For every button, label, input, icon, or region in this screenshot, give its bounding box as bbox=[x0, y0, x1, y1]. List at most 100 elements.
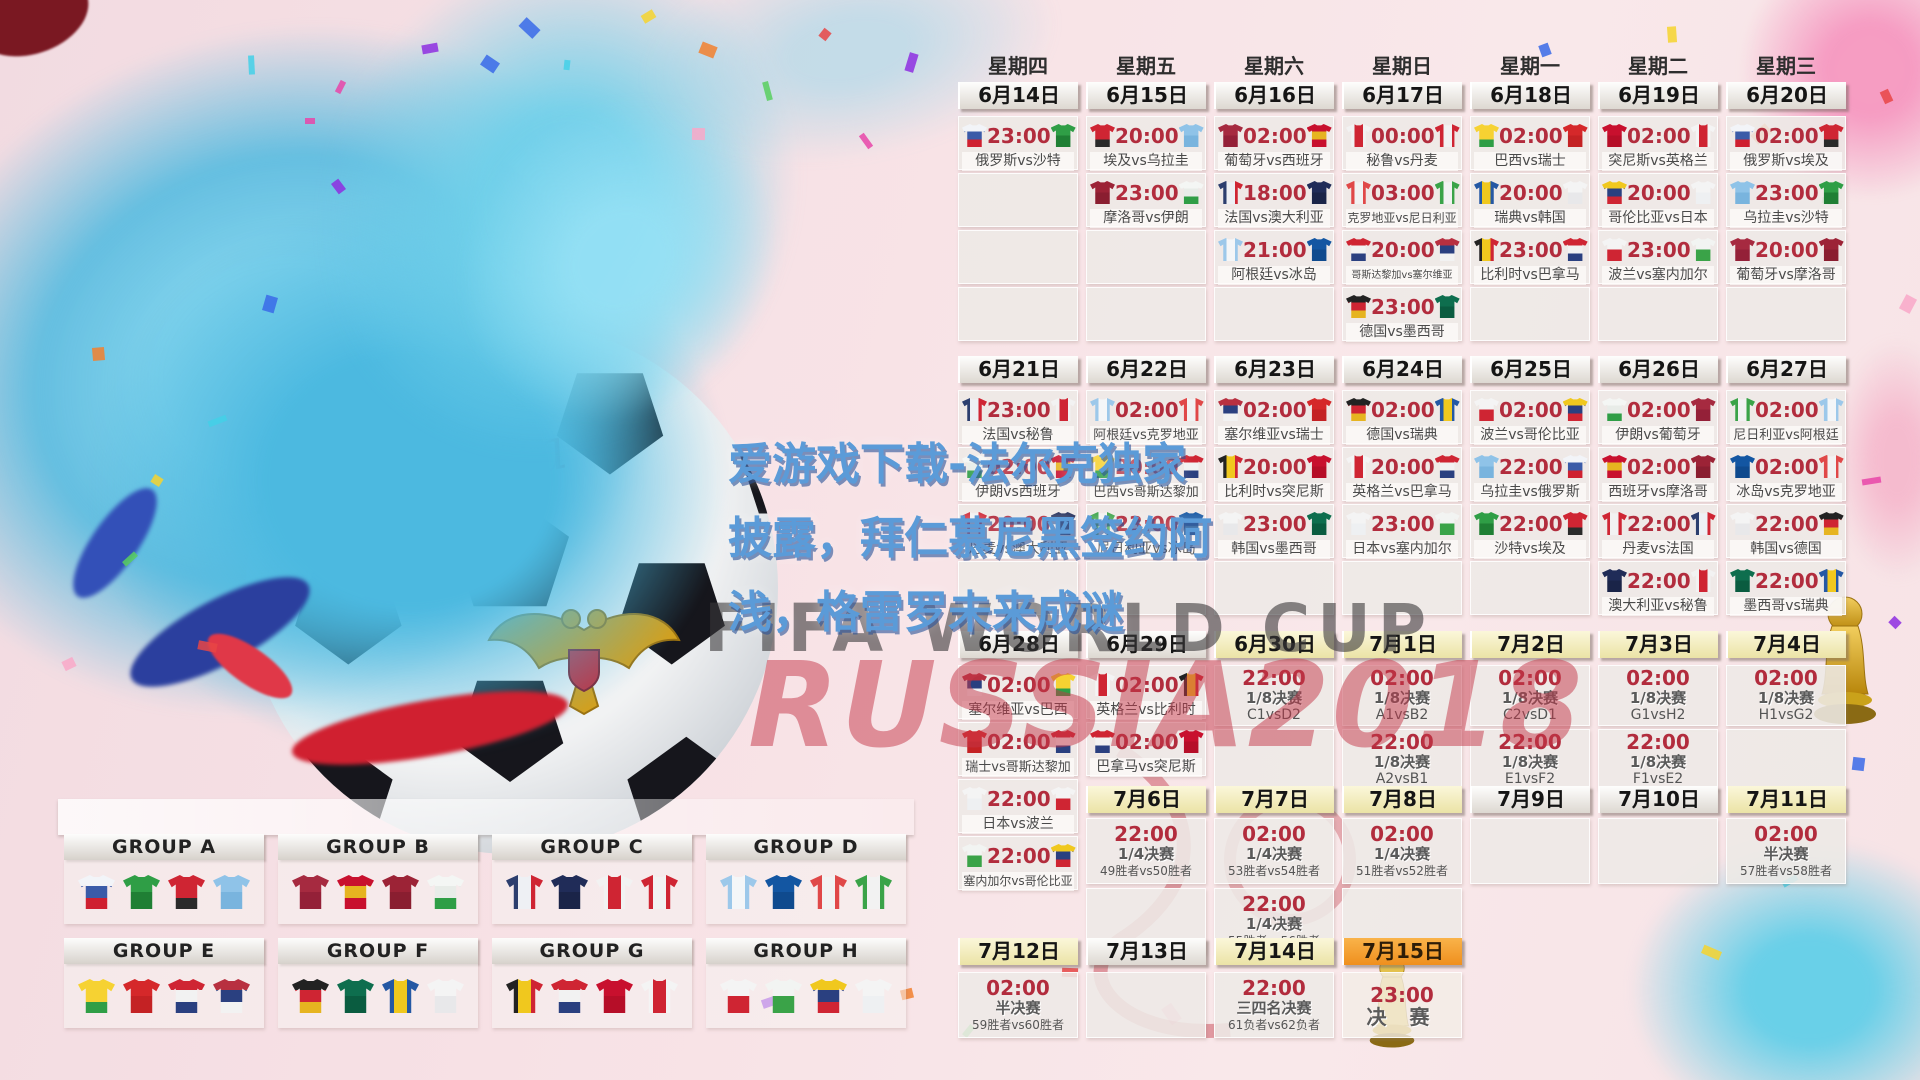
match-cell: 23:00 比利时vs巴拿马 bbox=[1470, 230, 1590, 285]
jersey-icon bbox=[1050, 787, 1076, 810]
round-label: 半决赛 bbox=[995, 998, 1041, 1017]
match-time: 20:00 bbox=[1115, 454, 1179, 479]
round-label: 1/4决赛 bbox=[1245, 844, 1303, 863]
empty-cell bbox=[1470, 287, 1590, 341]
watermark-line: 爱游戏下载-法尔克独家 bbox=[728, 439, 1187, 490]
match-cell: 21:00 阿根廷vs冰岛 bbox=[1214, 230, 1334, 285]
pair-label: 53胜者vs54胜者 bbox=[1228, 863, 1320, 878]
match-time: 20:00 bbox=[987, 511, 1051, 536]
match-time: 22:00 bbox=[1755, 511, 1819, 536]
groups-shelf-bar bbox=[58, 799, 914, 835]
group-box: GROUP B bbox=[278, 834, 478, 924]
group-label: GROUP D bbox=[706, 834, 906, 860]
jersey-icon bbox=[1346, 398, 1371, 421]
watermark-line: 披露，拜仁慕尼黑签约阿 bbox=[728, 513, 1212, 564]
match-teams: 法国vs澳大利亚 bbox=[1218, 209, 1330, 228]
date-header: 7月12日 bbox=[958, 938, 1078, 965]
group-box: GROUP E bbox=[64, 938, 264, 1028]
match-time: 20:00 bbox=[1499, 180, 1563, 205]
match-time: 02:00 bbox=[1498, 666, 1562, 690]
match-time: 22:00 bbox=[987, 786, 1051, 811]
group-label: GROUP H bbox=[706, 938, 906, 964]
pair-label: A1vsB2 bbox=[1375, 707, 1429, 723]
match-time: 22:00 bbox=[1627, 568, 1691, 593]
pair-label: 59胜者vs60胜者 bbox=[972, 1017, 1064, 1032]
jersey-icon bbox=[1050, 730, 1076, 753]
jersey-icon bbox=[1474, 181, 1499, 204]
jersey-icon bbox=[1218, 238, 1243, 261]
pair-label: A2vsB1 bbox=[1375, 771, 1429, 787]
match-cell: 20:00 丹麦vs澳大利亚 bbox=[958, 504, 1078, 559]
round-label: 1/4决赛 bbox=[1373, 844, 1431, 863]
match-teams: 巴西vs哥斯达黎加 bbox=[1090, 483, 1202, 502]
empty-cell bbox=[958, 173, 1078, 227]
jersey-icon bbox=[1178, 398, 1204, 421]
match-cell: 02:00 西班牙vs摩洛哥 bbox=[1598, 447, 1718, 502]
jersey-icon bbox=[1050, 398, 1076, 421]
match-cell: 22:00 韩国vs德国 bbox=[1726, 504, 1846, 559]
group-jerseys bbox=[706, 860, 906, 924]
date-header: 6月17日 bbox=[1342, 82, 1462, 109]
match-teams: 墨西哥vs瑞典 bbox=[1730, 597, 1842, 616]
match-cell: 20:00 埃及vs乌拉圭 bbox=[1086, 116, 1206, 171]
match-time: 02:00 bbox=[1627, 397, 1691, 422]
match-cell-top: 02:00 bbox=[959, 723, 1077, 757]
site-watermark: 爱游戏下载-法尔克独家 披露，拜仁慕尼黑签约阿 浅，格雷罗未来成谜 bbox=[728, 428, 1212, 650]
match-teams: 乌拉圭vs沙特 bbox=[1730, 209, 1842, 228]
jersey-icon bbox=[1346, 124, 1371, 147]
match-teams: 巴拿马vs突尼斯 bbox=[1090, 758, 1202, 777]
final-cell: 23:00 决 赛 bbox=[1342, 972, 1462, 1038]
match-teams: 塞尔维亚vs瑞士 bbox=[1218, 426, 1330, 445]
match-cell: 02:00 葡萄牙vs西班牙 bbox=[1214, 116, 1334, 171]
match-time: 02:00 bbox=[1754, 666, 1818, 690]
match-time: 18:00 bbox=[1243, 180, 1307, 205]
jersey-icon bbox=[1090, 398, 1115, 421]
match-teams: 哥斯达黎加vs塞尔维亚 bbox=[1346, 266, 1458, 285]
jersey-icon bbox=[1474, 238, 1499, 261]
match-cell: 22:00 澳大利亚vs秘鲁 bbox=[1598, 561, 1718, 616]
jersey-icon bbox=[1306, 124, 1332, 147]
date-header: 6月16日 bbox=[1214, 82, 1334, 109]
empty-cell bbox=[1214, 729, 1334, 790]
match-cell-top: 20:00 bbox=[1727, 231, 1845, 265]
jersey-icon bbox=[337, 979, 374, 1013]
date-header: 7月1日 bbox=[1342, 631, 1462, 658]
match-cell-top: 23:00 bbox=[1343, 288, 1461, 322]
match-cell: 02:00 巴西vs瑞士 bbox=[1470, 116, 1590, 171]
jersey-icon bbox=[1690, 455, 1716, 478]
jersey-icon bbox=[1178, 124, 1204, 147]
jersey-icon bbox=[1474, 398, 1499, 421]
jersey-icon bbox=[1602, 569, 1627, 592]
match-time: 02:00 bbox=[1755, 454, 1819, 479]
match-teams: 克罗地亚vs尼日利亚 bbox=[1346, 209, 1458, 228]
date-header: 7月11日 bbox=[1726, 786, 1846, 813]
empty-cell bbox=[1086, 972, 1206, 1038]
match-cell-top: 22:00 bbox=[1471, 505, 1589, 539]
jersey-icon bbox=[962, 124, 987, 147]
jersey-icon bbox=[1730, 455, 1755, 478]
match-cell: 20:00 瑞典vs韩国 bbox=[1470, 173, 1590, 228]
jersey-icon bbox=[1050, 512, 1076, 535]
group-label: GROUP F bbox=[278, 938, 478, 964]
match-cell: 23:00 法国vs秘鲁 bbox=[958, 390, 1078, 445]
match-cell-top: 18:00 bbox=[1215, 174, 1333, 208]
match-time: 20:00 bbox=[1371, 454, 1435, 479]
jersey-icon bbox=[1178, 181, 1204, 204]
match-time: 23:00 bbox=[1627, 237, 1691, 262]
match-cell: 23:00 日本vs塞内加尔 bbox=[1342, 504, 1462, 559]
match-cell: 02:00 德国vs瑞典 bbox=[1342, 390, 1462, 445]
empty-cell bbox=[1726, 287, 1846, 341]
round-label: 1/8决赛 bbox=[1501, 753, 1559, 771]
jersey-icon bbox=[1602, 512, 1627, 535]
match-cell-top: 02:00 bbox=[1599, 391, 1717, 425]
knockout-cell: 02:00 1/8决赛 H1vsG2 bbox=[1726, 665, 1846, 726]
match-cell: 20:00 比利时vs突尼斯 bbox=[1214, 447, 1334, 502]
jersey-icon bbox=[810, 979, 847, 1013]
match-cell-top: 02:00 bbox=[1087, 391, 1205, 425]
match-teams: 冰岛vs克罗地亚 bbox=[1730, 483, 1842, 502]
match-teams: 英格兰vs比利时 bbox=[1090, 701, 1202, 720]
match-time: 03:00 bbox=[1371, 180, 1435, 205]
match-cell-top: 20:00 bbox=[1087, 448, 1205, 482]
